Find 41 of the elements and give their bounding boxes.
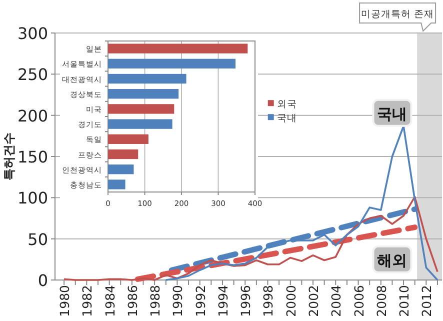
x-tick-label: 1998 (260, 284, 276, 317)
x-tick-label: 2008 (374, 284, 389, 317)
line-series (63, 196, 438, 281)
legend-label: 외국 (276, 99, 297, 110)
x-tick-label: 2012 (419, 285, 434, 317)
bar (108, 164, 134, 174)
line-series (164, 125, 438, 281)
bar (108, 74, 186, 84)
x-tick-label: 1982 (80, 285, 95, 317)
y-tick-label: 250 (17, 65, 48, 84)
bar (108, 134, 148, 144)
legend-label: 국내 (276, 113, 297, 124)
band-label: 미공개특허 존재 (361, 9, 434, 20)
x-tick-label: 1988 (148, 284, 163, 317)
bar (108, 149, 138, 160)
bar (108, 44, 248, 54)
bar (108, 89, 179, 99)
y-tick-label: 200 (17, 106, 48, 126)
bar (108, 119, 172, 129)
x-tick-label: 1992 (192, 285, 208, 317)
x-tick-label: 2006 (351, 284, 366, 317)
x-tick-label: 1980 (57, 284, 72, 317)
y-tick-label: 300 (17, 24, 48, 43)
bar (108, 104, 174, 114)
y-tick-label: 150 (17, 148, 48, 166)
x-tick-label: 2000 (283, 284, 298, 317)
annotation: 국내 (377, 104, 408, 123)
y-tick-label: 0 (38, 271, 48, 290)
y-axis-title: 특허건수 (2, 132, 16, 180)
x-tick-label: 1990 (170, 284, 186, 317)
bar (108, 58, 236, 68)
y-tick-label: 50 (28, 230, 48, 249)
x-tick-label: 2002 (306, 285, 321, 317)
x-tick-label: 2010 (396, 284, 412, 317)
annotation: 해외 (377, 251, 408, 270)
x-tick-label: 1984 (102, 284, 118, 317)
x-tick-label: 1986 (124, 284, 140, 317)
x-tick-label: 1996 (238, 284, 254, 317)
x-tick-label: 1994 (215, 284, 230, 317)
bar (108, 180, 126, 190)
x-tick-label: 2004 (328, 284, 344, 317)
